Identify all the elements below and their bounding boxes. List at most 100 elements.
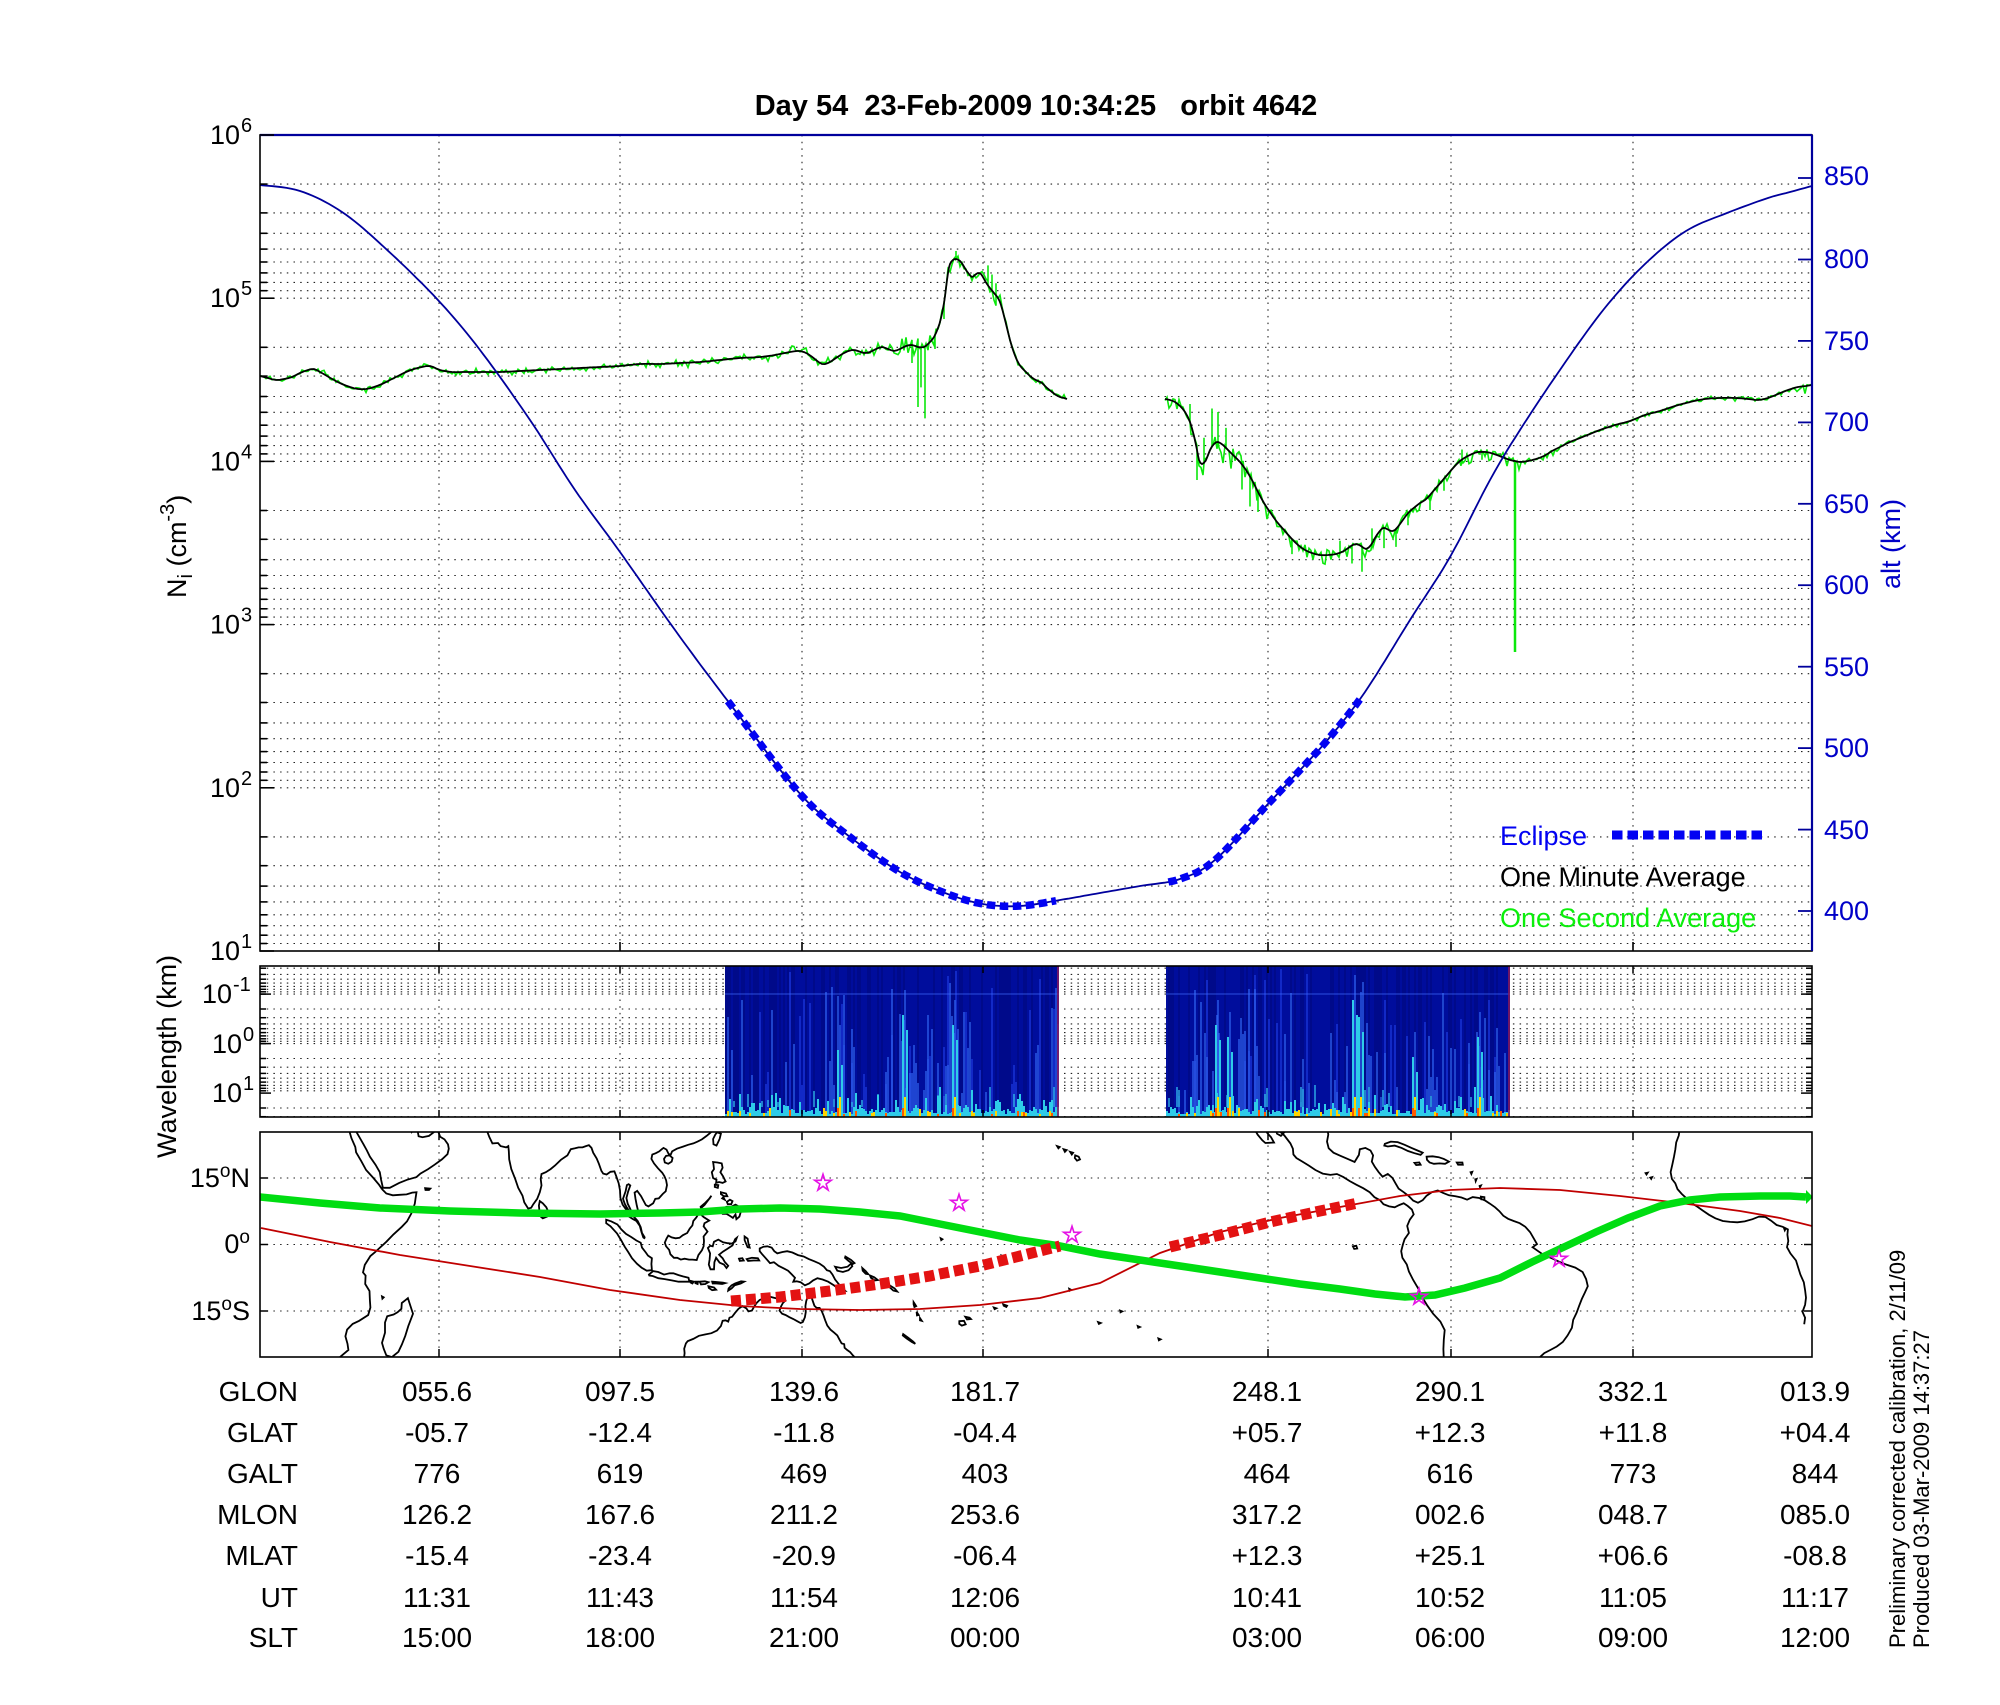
svg-text:0o: 0o: [224, 1227, 250, 1259]
svg-text:1: 1: [241, 931, 252, 953]
svg-text:Preliminary corrected calibrat: Preliminary corrected calibration, 2/11/…: [1885, 1250, 1910, 1648]
svg-text:+12.3: +12.3: [1415, 1417, 1486, 1448]
svg-text:500: 500: [1824, 733, 1869, 763]
svg-text:Day 54 23-Feb-2009 10:34:25: Day 54 23-Feb-2009 10:34:25 orbit 4642: [755, 90, 1318, 122]
svg-text:167.6: 167.6: [585, 1499, 655, 1530]
svg-text:+05.7: +05.7: [1232, 1417, 1303, 1448]
svg-text:-06.4: -06.4: [953, 1540, 1017, 1571]
svg-text:844: 844: [1792, 1458, 1839, 1489]
svg-text:650: 650: [1824, 489, 1869, 519]
svg-text:800: 800: [1824, 244, 1869, 274]
svg-text:10: 10: [210, 120, 240, 150]
svg-text:+06.6: +06.6: [1598, 1540, 1669, 1571]
svg-text:Eclipse: Eclipse: [1500, 821, 1587, 851]
svg-text:03:00: 03:00: [1232, 1622, 1302, 1653]
svg-text:253.6: 253.6: [950, 1499, 1020, 1530]
svg-text:-1: -1: [233, 974, 251, 996]
svg-text:15oN: 15oN: [190, 1161, 250, 1193]
svg-text:One Second Average: One Second Average: [1500, 903, 1756, 933]
svg-text:619: 619: [597, 1458, 644, 1489]
svg-text:GLAT: GLAT: [227, 1417, 298, 1448]
svg-text:21:00: 21:00: [769, 1622, 839, 1653]
svg-text:181.7: 181.7: [950, 1376, 1020, 1407]
svg-text:-04.4: -04.4: [953, 1417, 1017, 1448]
svg-text:3: 3: [241, 605, 252, 627]
svg-text:One Minute Average: One Minute Average: [1500, 862, 1746, 892]
svg-text:GALT: GALT: [227, 1458, 298, 1489]
svg-text:248.1: 248.1: [1232, 1376, 1302, 1407]
svg-text:10: 10: [210, 773, 240, 803]
svg-text:06:00: 06:00: [1415, 1622, 1485, 1653]
svg-text:048.7: 048.7: [1598, 1499, 1668, 1530]
svg-text:211.2: 211.2: [770, 1499, 838, 1530]
svg-text:10: 10: [212, 1078, 242, 1108]
svg-text:750: 750: [1824, 326, 1869, 356]
svg-text:5: 5: [241, 278, 252, 300]
svg-text:11:05: 11:05: [1599, 1582, 1667, 1613]
svg-text:403: 403: [962, 1458, 1009, 1489]
svg-text:MLON: MLON: [217, 1499, 298, 1530]
svg-text:10: 10: [212, 1029, 242, 1059]
svg-text:Produced 03-Mar-2009 14:37:27: Produced 03-Mar-2009 14:37:27: [1909, 1330, 1934, 1648]
svg-text:+25.1: +25.1: [1415, 1540, 1486, 1571]
svg-text:SLT: SLT: [249, 1622, 298, 1653]
svg-text:+04.4: +04.4: [1780, 1417, 1851, 1448]
svg-text:10: 10: [210, 446, 240, 476]
svg-text:-12.4: -12.4: [588, 1417, 652, 1448]
svg-text:332.1: 332.1: [1598, 1376, 1668, 1407]
svg-text:UT: UT: [261, 1582, 298, 1613]
svg-text:1: 1: [243, 1073, 254, 1095]
svg-text:15oS: 15oS: [191, 1294, 250, 1326]
svg-text:11:17: 11:17: [1781, 1582, 1849, 1613]
svg-text:0: 0: [243, 1024, 254, 1046]
svg-text:550: 550: [1824, 652, 1869, 682]
svg-text:GLON: GLON: [219, 1376, 298, 1407]
svg-text:085.0: 085.0: [1780, 1499, 1850, 1530]
svg-text:10:52: 10:52: [1415, 1582, 1485, 1613]
svg-text:464: 464: [1244, 1458, 1291, 1489]
svg-text:055.6: 055.6: [402, 1376, 472, 1407]
svg-text:18:00: 18:00: [585, 1622, 655, 1653]
svg-text:097.5: 097.5: [585, 1376, 655, 1407]
svg-text:616: 616: [1427, 1458, 1474, 1489]
svg-text:+11.8: +11.8: [1599, 1417, 1668, 1448]
svg-text:600: 600: [1824, 570, 1869, 600]
svg-text:alt (km): alt (km): [1876, 499, 1906, 589]
svg-text:317.2: 317.2: [1232, 1499, 1302, 1530]
svg-text:-08.8: -08.8: [1783, 1540, 1847, 1571]
svg-text:4: 4: [241, 441, 252, 463]
svg-text:6: 6: [241, 115, 252, 137]
svg-text:09:00: 09:00: [1598, 1622, 1668, 1653]
svg-text:+12.3: +12.3: [1232, 1540, 1303, 1571]
svg-text:10: 10: [210, 283, 240, 313]
svg-text:700: 700: [1824, 407, 1869, 437]
svg-text:10: 10: [202, 979, 232, 1009]
svg-text:11:31: 11:31: [403, 1582, 471, 1613]
svg-text:126.2: 126.2: [402, 1499, 472, 1530]
svg-text:12:00: 12:00: [1780, 1622, 1850, 1653]
svg-text:776: 776: [414, 1458, 461, 1489]
svg-text:11:54: 11:54: [770, 1582, 838, 1613]
svg-text:139.6: 139.6: [769, 1376, 839, 1407]
svg-text:10:41: 10:41: [1232, 1582, 1302, 1613]
svg-text:-15.4: -15.4: [405, 1540, 469, 1571]
svg-text:450: 450: [1824, 815, 1869, 845]
svg-text:290.1: 290.1: [1415, 1376, 1485, 1407]
svg-text:013.9: 013.9: [1780, 1376, 1850, 1407]
svg-text:850: 850: [1824, 161, 1869, 191]
svg-text:10: 10: [210, 610, 240, 640]
svg-text:-05.7: -05.7: [405, 1417, 469, 1448]
svg-text:2: 2: [241, 768, 252, 790]
svg-text:MLAT: MLAT: [225, 1540, 298, 1571]
svg-text:-20.9: -20.9: [772, 1540, 836, 1571]
svg-text:11:43: 11:43: [586, 1582, 654, 1613]
svg-text:Wavelength (km): Wavelength (km): [152, 955, 182, 1158]
svg-text:469: 469: [781, 1458, 828, 1489]
svg-text:12:06: 12:06: [950, 1582, 1020, 1613]
svg-text:15:00: 15:00: [402, 1622, 472, 1653]
svg-text:-23.4: -23.4: [588, 1540, 652, 1571]
svg-text:10: 10: [210, 936, 240, 966]
svg-text:-11.8: -11.8: [773, 1417, 835, 1448]
svg-text:773: 773: [1610, 1458, 1657, 1489]
svg-text:00:00: 00:00: [950, 1622, 1020, 1653]
